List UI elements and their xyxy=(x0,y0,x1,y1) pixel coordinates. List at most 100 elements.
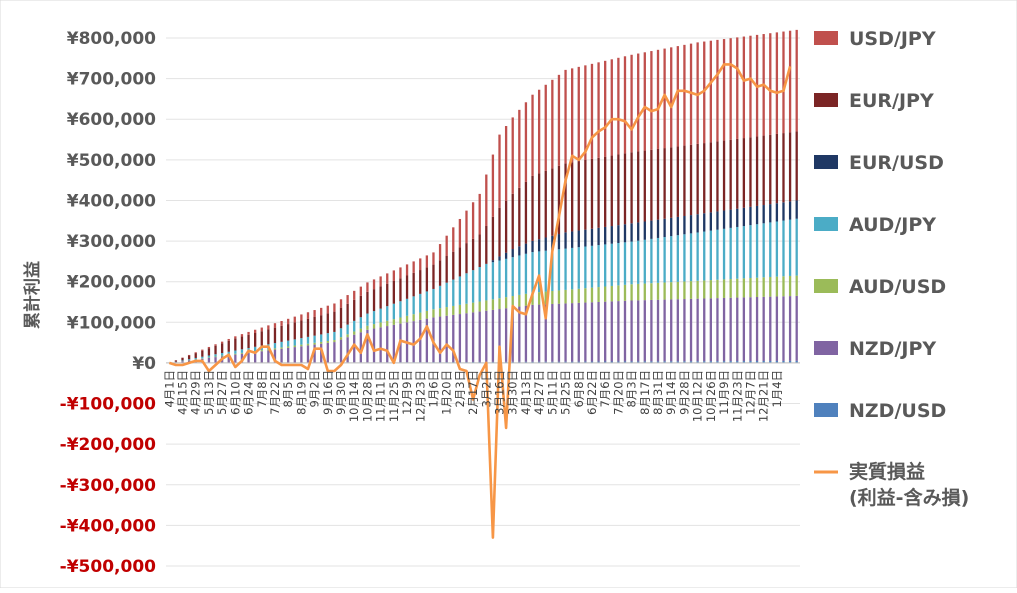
bar-segment-aud-jpy xyxy=(696,232,698,280)
bar-segment-eur-jpy xyxy=(538,173,540,239)
bar-segment-aud-usd xyxy=(604,287,606,302)
bar-segment-eur-usd xyxy=(796,200,798,218)
bar-segment-usd-jpy xyxy=(413,261,415,272)
bar-segment-eur-jpy xyxy=(683,146,685,216)
bar-segment-aud-usd xyxy=(749,278,751,297)
bar-segment-usd-jpy xyxy=(274,323,276,327)
bar-segment-aud-jpy xyxy=(650,239,652,283)
legend-label: 実質損益 xyxy=(849,460,925,483)
bar-segment-usd-jpy xyxy=(327,306,329,314)
bar-segment-aud-usd xyxy=(300,345,302,347)
bar-segment-aud-usd xyxy=(386,321,388,326)
bar-segment-usd-jpy xyxy=(320,308,322,315)
bar-segment-usd-jpy xyxy=(657,50,659,149)
bar-segment-eur-usd xyxy=(743,208,745,226)
bar-segment-eur-usd xyxy=(789,201,791,219)
bar-segment-aud-usd xyxy=(393,319,395,325)
bar-segment-usd-jpy xyxy=(743,37,745,139)
bar-segment-eur-jpy xyxy=(637,151,639,222)
bar-segment-aud-jpy xyxy=(439,286,441,308)
bar-segment-usd-jpy xyxy=(558,75,560,166)
bar-segment-nzd-jpy xyxy=(703,298,705,361)
bar-segment-aud-jpy xyxy=(221,353,223,356)
x-tick-label: 8月3日 xyxy=(625,370,639,408)
bar-segment-aud-jpy xyxy=(366,314,368,326)
bar-segment-eur-usd xyxy=(763,205,765,223)
bar-segment-aud-jpy xyxy=(776,221,778,276)
bar-segment-eur-jpy xyxy=(545,171,547,238)
bar-segment-eur-usd xyxy=(578,231,580,248)
x-tick-label: 6月10日 xyxy=(228,370,242,415)
bar-segment-usd-jpy xyxy=(419,258,421,270)
bar-segment-usd-jpy xyxy=(228,339,230,341)
bar-segment-aud-usd xyxy=(320,342,322,344)
bar-segment-aud-jpy xyxy=(485,264,487,301)
bar-segment-usd-jpy xyxy=(637,54,639,152)
bar-segment-aud-usd xyxy=(346,334,348,337)
bar-segment-usd-jpy xyxy=(261,328,263,332)
bar-segment-nzd-jpy xyxy=(657,300,659,362)
legend-swatch xyxy=(814,403,838,417)
bar-segment-nzd-jpy xyxy=(730,298,732,361)
bar-segment-nzd-jpy xyxy=(472,312,474,362)
bar-segment-usd-jpy xyxy=(525,102,527,182)
bar-segment-aud-jpy xyxy=(644,240,646,284)
bar-segment-eur-jpy xyxy=(710,142,712,212)
bar-segment-usd-jpy xyxy=(479,194,481,235)
bar-segment-usd-jpy xyxy=(426,255,428,267)
bar-segment-nzd-jpy xyxy=(267,350,269,362)
bar-segment-eur-jpy xyxy=(287,324,289,341)
bar-segment-eur-usd xyxy=(525,244,527,254)
bar-segment-eur-usd xyxy=(538,239,540,251)
bar-segment-usd-jpy xyxy=(736,37,738,139)
bar-segment-eur-jpy xyxy=(327,313,329,333)
bar-segment-eur-jpy xyxy=(386,284,388,306)
bar-segment-aud-usd xyxy=(505,297,507,308)
bar-segment-aud-usd xyxy=(716,280,718,298)
bar-segment-usd-jpy xyxy=(366,282,368,291)
bar-segment-usd-jpy xyxy=(796,30,798,132)
bar-segment-usd-jpy xyxy=(452,227,454,251)
bar-segment-nzd-jpy xyxy=(492,310,494,362)
bar-segment-eur-usd xyxy=(723,211,725,229)
bar-segment-usd-jpy xyxy=(393,270,395,281)
bar-segment-eur-jpy xyxy=(234,338,236,350)
bar-segment-aud-usd xyxy=(446,307,448,316)
y-tick-label: ¥100,000 xyxy=(67,313,156,333)
bar-segment-aud-jpy xyxy=(346,325,348,335)
bar-segment-aud-usd xyxy=(644,284,646,301)
bar-segment-eur-jpy xyxy=(181,358,183,360)
bar-segment-eur-jpy xyxy=(578,161,580,230)
bar-segment-nzd-jpy xyxy=(538,305,540,362)
bar-segment-aud-usd xyxy=(340,337,342,339)
x-tick-label: 10月28日 xyxy=(360,370,374,422)
bar-segment-eur-jpy xyxy=(657,149,659,220)
bar-segment-eur-jpy xyxy=(492,217,494,260)
bar-segment-usd-jpy xyxy=(485,175,487,226)
x-tick-label: 10月14日 xyxy=(347,370,361,422)
bar-segment-eur-jpy xyxy=(333,312,335,332)
bar-segment-eur-jpy xyxy=(696,144,698,214)
bar-segment-aud-jpy xyxy=(703,232,705,281)
bar-segment-usd-jpy xyxy=(584,65,586,160)
legend-label: USD/JPY xyxy=(849,28,936,50)
bar-segment-usd-jpy xyxy=(208,347,210,348)
bar-segment-eur-jpy xyxy=(690,145,692,215)
bar-segment-eur-jpy xyxy=(419,270,421,294)
bar-segment-aud-usd xyxy=(696,281,698,299)
bar-segment-eur-usd xyxy=(650,221,652,239)
bar-segment-aud-usd xyxy=(432,309,434,317)
bar-segment-aud-jpy xyxy=(571,248,573,289)
bar-segment-aud-usd xyxy=(624,285,626,301)
bar-segment-nzd-jpy xyxy=(604,302,606,362)
bar-segment-aud-jpy xyxy=(545,251,547,292)
bar-segment-aud-usd xyxy=(261,350,263,351)
bar-segment-eur-jpy xyxy=(406,276,408,299)
x-tick-label: 8月19日 xyxy=(294,370,308,415)
bar-segment-nzd-jpy xyxy=(531,305,533,362)
bar-segment-aud-usd xyxy=(485,300,487,310)
bar-segment-aud-jpy xyxy=(426,291,428,310)
bar-segment-eur-usd xyxy=(624,224,626,242)
bar-segment-aud-jpy xyxy=(201,357,203,359)
bar-segment-aud-usd xyxy=(518,295,520,307)
